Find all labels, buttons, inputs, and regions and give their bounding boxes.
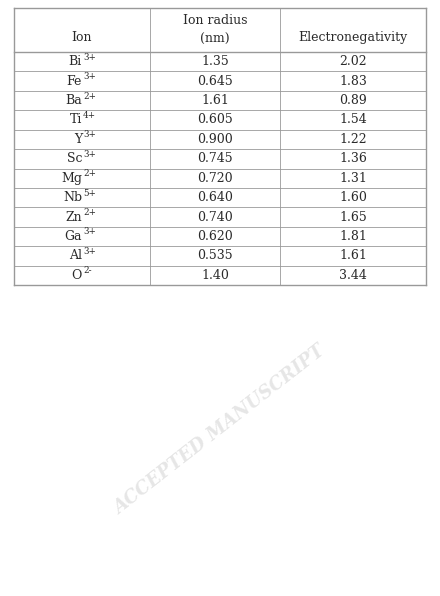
Text: 3+: 3+ [83,228,96,237]
Text: Fe: Fe [66,74,82,88]
Text: Y: Y [74,133,82,146]
Text: 2+: 2+ [83,92,96,101]
Text: 2+: 2+ [83,169,96,178]
Text: Ion: Ion [72,32,92,45]
Text: 2-: 2- [83,266,92,275]
Text: Sc: Sc [66,153,82,165]
Text: O: O [72,269,82,282]
Text: Ti: Ti [70,113,82,126]
Text: Al: Al [69,249,82,262]
Text: Ba: Ba [65,94,82,107]
Text: 5+: 5+ [83,188,96,198]
Text: Ga: Ga [65,230,82,243]
Text: 1.36: 1.36 [339,153,367,165]
Text: Ion radius
(nm): Ion radius (nm) [183,14,247,45]
Text: 0.535: 0.535 [197,249,233,262]
Text: ACCEPTED MANUSCRIPT: ACCEPTED MANUSCRIPT [111,342,329,518]
Text: 0.620: 0.620 [197,230,233,243]
Text: Bi: Bi [69,55,82,68]
Text: 3+: 3+ [83,247,96,256]
Text: 3+: 3+ [83,150,96,159]
Text: 2+: 2+ [83,208,96,217]
Text: 4+: 4+ [83,111,96,120]
Text: 0.740: 0.740 [197,210,233,224]
Text: 3+: 3+ [83,52,96,62]
Text: 1.81: 1.81 [339,230,367,243]
Text: 0.89: 0.89 [339,94,367,107]
Text: 0.640: 0.640 [197,191,233,204]
Text: 3+: 3+ [83,131,96,139]
Text: 0.745: 0.745 [197,153,233,165]
Text: 1.61: 1.61 [339,249,367,262]
Text: 1.40: 1.40 [201,269,229,282]
Text: 0.900: 0.900 [197,133,233,146]
Text: Electronegativity: Electronegativity [298,32,407,45]
Text: Zn: Zn [66,210,82,224]
Text: 1.65: 1.65 [339,210,367,224]
Text: 3+: 3+ [83,72,96,81]
Text: Nb: Nb [63,191,82,204]
Text: 2.02: 2.02 [339,55,367,68]
Text: 1.83: 1.83 [339,74,367,88]
Text: 1.60: 1.60 [339,191,367,204]
Text: 3.44: 3.44 [339,269,367,282]
Text: Mg: Mg [61,172,82,185]
Text: 0.645: 0.645 [197,74,233,88]
Text: 1.35: 1.35 [201,55,229,68]
Text: 1.54: 1.54 [339,113,367,126]
Text: 0.720: 0.720 [197,172,233,185]
Text: 1.61: 1.61 [201,94,229,107]
Text: 1.22: 1.22 [339,133,367,146]
Text: 1.31: 1.31 [339,172,367,185]
Text: 0.605: 0.605 [197,113,233,126]
